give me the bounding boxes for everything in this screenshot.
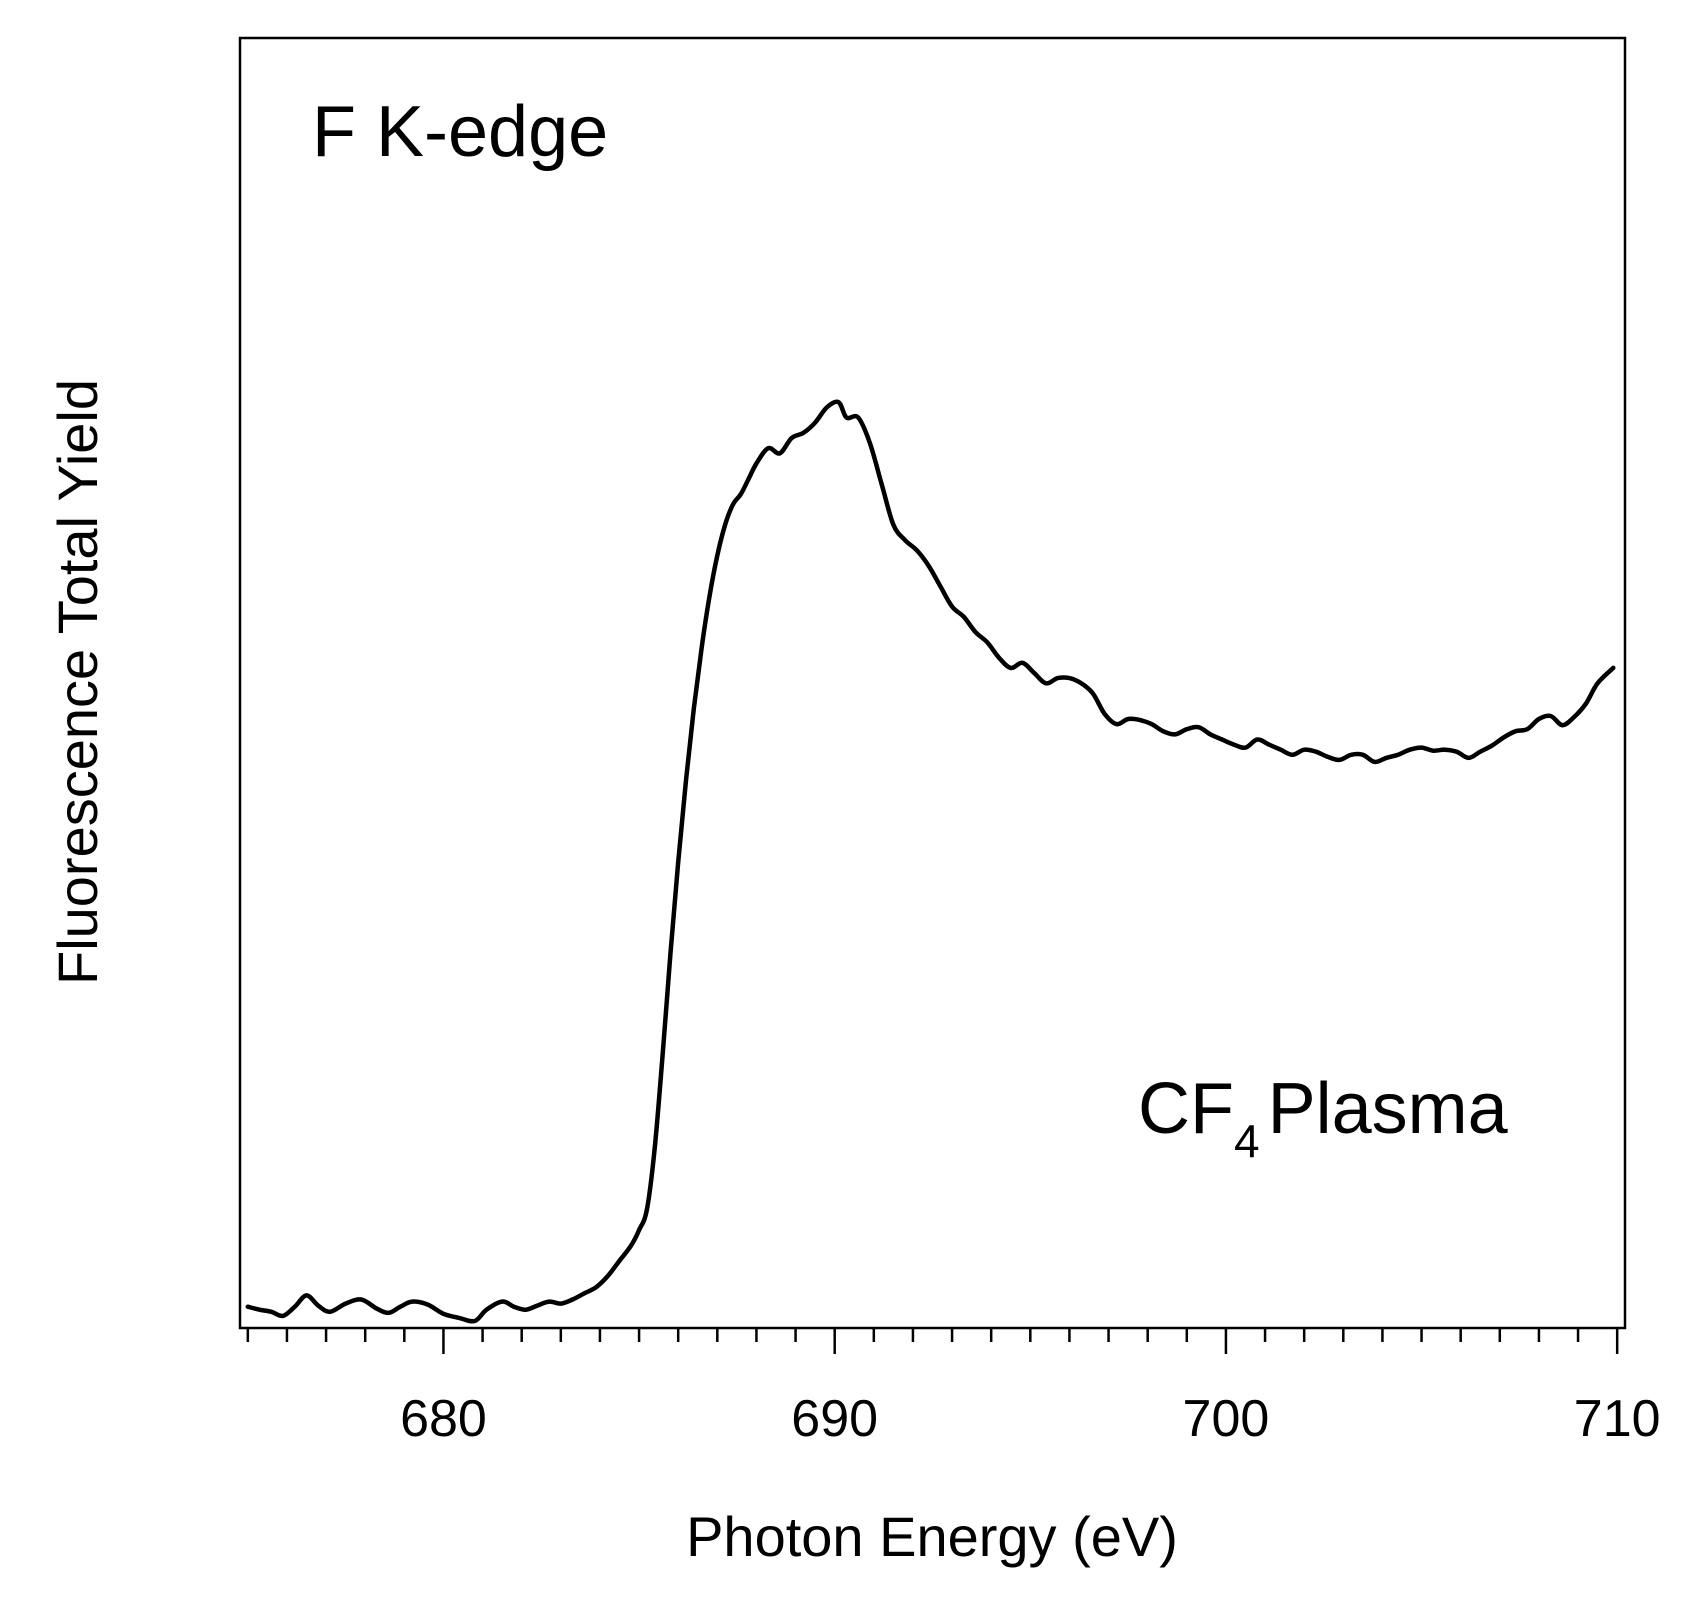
edge-annotation: F K-edge	[312, 92, 608, 172]
series-line	[245, 399, 1616, 1324]
x-minor-ticks	[246, 1328, 1580, 1342]
x-axis-label: Photon Energy (eV)	[686, 1505, 1178, 1568]
sample-suffix: Plasma	[1268, 1069, 1509, 1149]
x-tick-label: 690	[791, 1390, 878, 1448]
sample-prefix: CF	[1138, 1069, 1234, 1149]
sample-subscript: 4	[1234, 1115, 1260, 1167]
x-tick-label: 700	[1183, 1390, 1270, 1448]
x-tick-labels: 680 690 700 710	[400, 1390, 1660, 1448]
x-tick-label: 710	[1574, 1390, 1661, 1448]
x-tick-label: 680	[400, 1390, 487, 1448]
y-axis-label: Fluorescence Total Yield	[46, 379, 109, 985]
x-major-ticks	[442, 1328, 1619, 1354]
plot-frame	[238, 36, 1627, 1330]
sample-annotation: CF4 Plasma	[1138, 1069, 1509, 1167]
